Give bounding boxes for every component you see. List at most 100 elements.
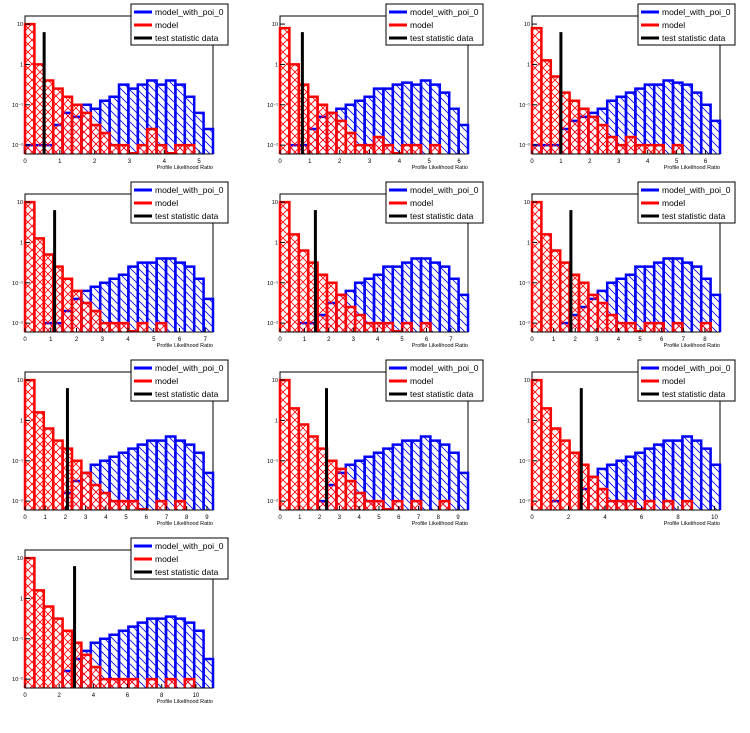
model-bin-fill [439,501,450,510]
model-bin-fill [579,108,589,154]
model-bin [699,321,712,332]
legend-label: model_with_poi_0 [155,363,224,373]
model-bin-fill [90,311,101,332]
x-tick-label: 0 [23,159,27,165]
model-bin-fill [289,64,299,154]
x-tick-label: 2 [327,337,331,343]
model-with-poi-0-bin-fill [147,80,157,154]
model-bin-fill [588,116,598,154]
model-with-poi-0-bin-fill [691,92,702,154]
model-bin-fill [327,282,337,332]
model-with-poi-0-bin-fill [137,622,148,688]
x-tick-label: 1 [308,159,312,165]
legend-label: test statistic data [662,33,726,43]
legend-label: model_with_poi_0 [410,363,479,373]
x-tick-label: 6 [397,515,401,521]
model-bin [624,321,637,332]
model-bin-fill [90,124,101,154]
model-with-poi-0-bin [709,463,722,510]
model-bin-fill [644,145,655,154]
model-bin-fill [588,476,598,510]
model-bin-fill [663,501,673,510]
model-bin-fill [308,262,318,332]
y-tick-label: 10 [524,200,530,206]
model-bin-fill [597,302,608,332]
model-bin-fill [336,468,346,510]
x-tick-label: 3 [617,159,621,165]
model-bin-fill [184,679,195,688]
model-bin-fill [383,323,393,332]
model-bin-fill [345,306,356,332]
model-with-poi-0-bin-fill [128,626,138,688]
model-bin-fill [34,412,44,510]
x-tick-label: 9 [205,515,209,521]
y-tick-label: 10 [17,200,23,206]
x-axis-label: Profile Likelihood Ratio [157,165,213,171]
y-tick-label: 10⁻² [12,321,23,327]
x-tick-label: 5 [428,159,432,165]
model-with-poi-0-bin-fill [701,104,711,154]
model-bin-fill [72,460,82,510]
model-with-poi-0-bin-fill [147,262,157,332]
model-bin-fill [616,323,626,332]
x-tick-label: 2 [588,159,592,165]
model-bin-fill [673,323,683,332]
model-with-poi-0-bin-fill [392,84,403,154]
histogram-panel-2: 0 1 2 3 4 5 6 10 1 10⁻¹ 10⁻² Profile Likelihood Rat… [255,0,505,178]
legend-label: test statistic data [155,389,219,399]
model-bin [681,499,694,510]
model-bin-fill [626,501,636,510]
y-tick-label: 10⁻² [267,143,278,149]
model-with-poi-0-bin-fill [109,278,119,332]
x-tick-label: 7 [165,515,169,521]
y-tick-label: 10⁻¹ [12,637,23,643]
legend-label: model [155,198,178,208]
histogram-panel-10: 0 2 4 6 8 10 10 1 10⁻¹ 10⁻² Profile Likelihood Rat… [0,534,250,712]
y-tick-label: 10 [272,378,278,384]
model-bin-fill [72,290,82,332]
x-tick-label: 2 [64,515,68,521]
model-with-poi-0-bin-fill [119,630,129,688]
x-tick-label: 4 [603,515,607,521]
model-bin-fill [421,323,431,332]
y-tick-label: 10⁻¹ [12,103,23,109]
legend-label: test statistic data [410,211,474,221]
model-with-poi-0-bin-fill [402,440,412,510]
x-axis-label: Profile Likelihood Ratio [157,699,213,705]
x-tick-label: 6 [704,159,708,165]
model-with-poi-0-bin-fill [449,278,459,332]
model-bin-fill [109,501,119,510]
model-with-poi-0-bin-fill [411,84,421,154]
model-with-poi-0-bin-fill [374,88,384,154]
x-tick-label: 3 [338,515,342,521]
model-bin-fill [355,315,365,332]
legend-label: model [662,198,685,208]
model-bin-fill [560,440,570,510]
histogram-panel-5: 0 1 2 3 4 5 6 7 10 1 10⁻¹ 10⁻² Profile Likelihood Ra… [255,178,505,356]
legend-label: model [410,198,433,208]
model-bin-fill [43,80,54,154]
model-with-poi-0-bin-fill [635,452,645,510]
model-with-poi-0-bin-fill [607,464,617,510]
x-tick-label: 2 [58,693,62,699]
model-with-poi-0-bin [202,471,215,510]
x-tick-label: 1 [559,159,563,165]
model-bin [410,143,423,154]
model-with-poi-0-bin-fill [654,84,664,154]
model-with-poi-0-bin-fill [147,440,157,510]
model-bin-fill [90,484,101,510]
model-bin [400,321,413,332]
model-bin-fill [119,501,129,510]
model-bin-fill [616,145,626,154]
model-bin-fill [90,667,101,688]
x-axis-label: Profile Likelihood Ratio [664,165,720,171]
model-with-poi-0-bin-fill [109,96,119,154]
x-tick-label: 7 [682,337,686,343]
y-tick-label: 1 [20,240,23,246]
x-axis-label: Profile Likelihood Ratio [664,521,720,527]
x-tick-label: 2 [75,337,79,343]
x-tick-label: 5 [152,337,156,343]
